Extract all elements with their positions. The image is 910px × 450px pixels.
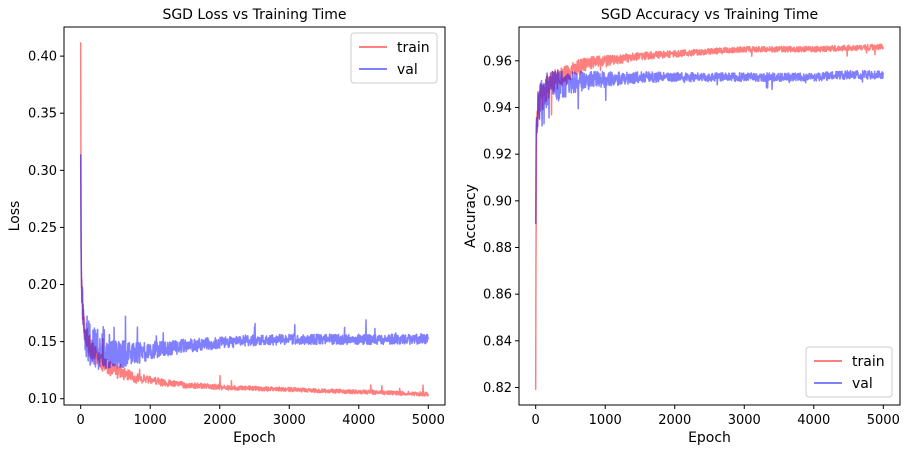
legend: train val xyxy=(805,346,893,398)
x-axis-label: Epoch xyxy=(233,430,276,446)
axes-frame xyxy=(63,26,446,406)
x-tick-label: 0 xyxy=(532,413,540,428)
x-tick-label: 2000 xyxy=(203,413,236,428)
y-tick-label: 0.20 xyxy=(28,278,57,293)
x-tick-label: 1000 xyxy=(134,413,167,428)
x-tick-label: 3000 xyxy=(728,413,761,428)
y-tick-label: 0.40 xyxy=(28,50,57,65)
y-axis-label: Accuracy xyxy=(463,184,479,248)
chart-title: SGD Accuracy vs Training Time xyxy=(601,7,818,23)
y-tick-label: 0.30 xyxy=(28,164,57,179)
legend-box xyxy=(350,32,438,84)
accuracy-chart-panel: SGD Accuracy vs Training Time 0 1000 2000 30… xyxy=(463,7,901,446)
legend-label-train: train xyxy=(397,40,430,56)
y-tick-label: 0.82 xyxy=(483,381,512,396)
y-tick-label: 0.90 xyxy=(483,194,512,209)
y-tick-label: 0.84 xyxy=(483,334,512,349)
x-tick-label: 4000 xyxy=(342,413,375,428)
y-tick-label: 0.94 xyxy=(483,101,512,116)
legend: train val xyxy=(350,32,438,84)
y-tick-label: 0.35 xyxy=(28,107,57,122)
legend-label-val: val xyxy=(397,62,418,78)
y-axis-label: Loss xyxy=(7,201,23,232)
x-tick-label: 4000 xyxy=(797,413,830,428)
y-tick-label: 0.10 xyxy=(28,392,57,407)
y-tick-label: 0.96 xyxy=(483,54,512,69)
chart-title: SGD Loss vs Training Time xyxy=(162,7,346,23)
y-tick-label: 0.25 xyxy=(28,221,57,236)
x-tick-label: 2000 xyxy=(658,413,691,428)
axes-frame xyxy=(518,26,901,406)
plot-area xyxy=(79,42,430,397)
x-tick-label: 5000 xyxy=(412,413,445,428)
legend-label-train: train xyxy=(852,354,885,370)
y-tick-label: 0.86 xyxy=(483,288,512,303)
y-tick-label: 0.88 xyxy=(483,241,512,256)
y-tick-label: 0.92 xyxy=(483,148,512,163)
x-tick-label: 0 xyxy=(77,413,85,428)
series-line-train xyxy=(79,42,430,397)
legend-label-val: val xyxy=(852,376,873,392)
x-axis-label: Epoch xyxy=(688,430,731,446)
plot-area xyxy=(534,43,885,390)
series-line-val xyxy=(534,69,885,225)
x-tick-label: 5000 xyxy=(867,413,900,428)
series-line-train xyxy=(534,43,885,390)
x-tick-label: 1000 xyxy=(589,413,622,428)
y-tick-label: 0.15 xyxy=(28,335,57,350)
legend-box xyxy=(805,346,893,398)
series-line-val xyxy=(79,154,430,370)
loss-chart-panel: SGD Loss vs Training Time 0 1000 2000 3000 40… xyxy=(7,7,446,446)
x-tick-label: 3000 xyxy=(273,413,306,428)
